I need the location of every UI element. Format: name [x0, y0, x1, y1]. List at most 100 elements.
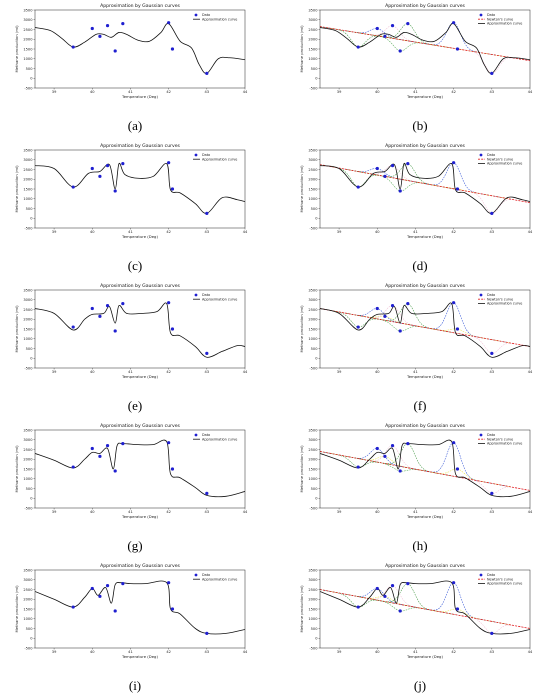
gaussian-component: [438, 611, 530, 634]
x-tick-label: 40: [375, 230, 380, 234]
chart-title: Approximation by Gaussian curves: [385, 423, 465, 429]
y-tick-label: 1000: [23, 57, 33, 61]
data-point: [170, 607, 175, 611]
y-tick-label: 3500: [23, 568, 33, 572]
data-point: [205, 491, 209, 495]
data-point: [170, 187, 175, 191]
y-tick-label: 3000: [308, 438, 318, 442]
chart-svg: Approximation by Gaussian curves -500 0 500…: [14, 283, 248, 379]
y-tick-label: -500: [24, 226, 33, 230]
x-tick-label: 43: [490, 230, 495, 234]
x-axis-label: Temperature (Deg): [121, 234, 158, 239]
data-point: [105, 164, 110, 168]
y-tick-label: 2500: [308, 28, 318, 32]
newton-curve-line: [320, 26, 530, 62]
x-tick-label: 42: [451, 510, 456, 514]
data-point: [390, 24, 395, 28]
newton-curve-line: [320, 451, 530, 491]
x-tick-label: 39: [52, 230, 57, 234]
data-point: [452, 21, 456, 25]
x-tick-label: 42: [166, 90, 171, 94]
y-tick-label: 500: [311, 347, 319, 351]
plot-area: [35, 161, 245, 215]
legend-label: Data: [487, 573, 495, 577]
data-point: [383, 314, 387, 318]
y-tick-label: 1500: [23, 47, 33, 51]
data-point: [406, 302, 410, 306]
chart-title: Approximation by Gaussian curves: [385, 283, 465, 289]
chart-title: Approximation by Gaussian curves: [385, 3, 465, 9]
y-tick-label: 3000: [308, 18, 318, 22]
plot-frame: [34, 289, 246, 369]
legend-label: Data: [487, 293, 495, 297]
gaussian-component: [346, 30, 454, 52]
legend-marker-data: [194, 293, 198, 297]
legend-label: Newton's curve: [487, 577, 513, 581]
data-point: [90, 306, 94, 311]
y-tick-label: 0: [315, 217, 318, 221]
chart-svg: Approximation by Gaussian curves -500 0 500…: [299, 563, 533, 659]
y-tick-label: 3500: [23, 8, 33, 12]
y-tick-label: 1000: [308, 477, 318, 481]
newton-curve-line: [320, 589, 530, 629]
x-tick-label: 42: [451, 230, 456, 234]
y-tick-label: 0: [30, 637, 33, 641]
y-tick-label: 3500: [308, 568, 318, 572]
x-tick-label: 39: [337, 90, 342, 94]
newton-curve-line: [320, 308, 530, 347]
plot-area: [35, 580, 245, 635]
x-tick-label: 41: [413, 230, 418, 234]
approximation-curve-line: [320, 580, 530, 635]
y-tick-label: 0: [315, 637, 318, 641]
plot-frame: [319, 149, 531, 229]
data-point: [90, 26, 94, 31]
x-tick-label: 42: [166, 510, 171, 514]
plot-frame: [319, 569, 531, 649]
x-tick-label: 44: [243, 510, 248, 514]
x-tick-label: 42: [451, 370, 456, 374]
x-axis-label: Temperature (Deg): [121, 654, 158, 659]
plot-frame: [34, 149, 246, 229]
x-tick-label: 40: [90, 510, 95, 514]
legend-label: Approximation curve: [487, 302, 522, 306]
data-point: [205, 631, 209, 635]
x-tick-label: 40: [90, 230, 95, 234]
legend-marker-data: [194, 153, 198, 157]
y-tick-label: 3500: [23, 148, 33, 152]
plot-frame: [319, 9, 531, 89]
y-tick-label: 1000: [308, 57, 318, 61]
data-point: [375, 166, 379, 171]
data-point: [121, 302, 125, 306]
y-tick-label: 3500: [308, 428, 318, 432]
chart-title: Approximation by Gaussian curves: [100, 283, 180, 289]
data-point: [167, 581, 171, 585]
panel-caption: (c): [127, 258, 143, 273]
gaussian-component: [438, 329, 530, 354]
legend-label: Data: [202, 13, 210, 17]
x-tick-label: 43: [205, 510, 210, 514]
y-tick-label: 500: [311, 207, 319, 211]
plot-area: [320, 301, 530, 358]
x-tick-label: 41: [128, 650, 133, 654]
data-point: [71, 325, 75, 329]
gaussian-component: [403, 323, 511, 344]
data-point: [375, 26, 379, 31]
data-point: [113, 189, 117, 193]
x-tick-label: 42: [451, 650, 456, 654]
x-axis-label: Temperature (Deg): [406, 94, 443, 99]
y-tick-label: -500: [309, 646, 318, 650]
y-tick-label: 3500: [23, 288, 33, 292]
x-tick-label: 43: [205, 90, 210, 94]
data-point: [71, 45, 75, 49]
data-point: [90, 446, 94, 451]
approximation-curve-line: [35, 580, 245, 635]
y-axis-label: Methane production (ml): [14, 585, 19, 633]
data-point: [383, 594, 387, 598]
chart-svg: Approximation by Gaussian curves -500 0 500…: [14, 143, 248, 239]
y-tick-label: 2500: [308, 448, 318, 452]
data-point: [356, 605, 360, 609]
gaussian-component: [339, 165, 447, 188]
y-axis-label: Methane production (ml): [299, 585, 304, 633]
data-point: [121, 22, 125, 26]
legend-label: Approximation curve: [487, 162, 522, 166]
